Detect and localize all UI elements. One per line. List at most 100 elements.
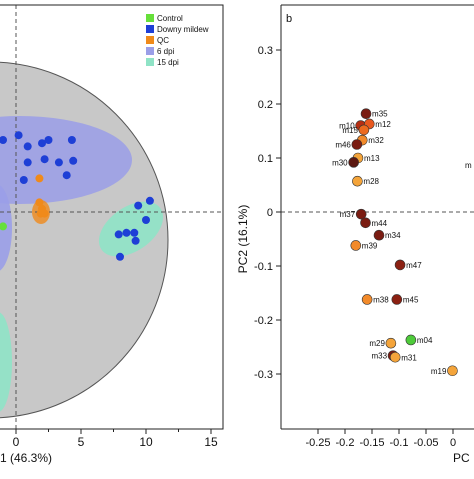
point-control bbox=[0, 222, 7, 231]
point-m39 bbox=[350, 240, 362, 251]
panel-a-plot-area bbox=[0, 5, 223, 429]
panel-b-y-tick-label: 0.2 bbox=[258, 99, 273, 111]
label-m45: m45 bbox=[403, 295, 419, 304]
point-m30 bbox=[348, 157, 359, 168]
label-m04: m04 bbox=[417, 336, 433, 345]
label-m38: m38 bbox=[373, 295, 389, 304]
panel-b-x-tick-label: 0 bbox=[450, 437, 456, 449]
point-downy-mildew bbox=[23, 142, 32, 151]
point-m15 bbox=[358, 124, 370, 136]
point-downy-mildew bbox=[0, 136, 7, 144]
point-m31 bbox=[389, 351, 401, 363]
point-downy-mildew bbox=[134, 201, 143, 210]
label-m13: m13 bbox=[364, 154, 380, 163]
point-qc bbox=[40, 209, 49, 218]
point-downy-mildew bbox=[130, 228, 139, 237]
point-downy-mildew bbox=[23, 158, 32, 167]
region-15-dpi-ellipse bbox=[98, 201, 164, 257]
label-m29: m29 bbox=[369, 339, 385, 348]
label-m10: m10 bbox=[339, 122, 355, 131]
legend-swatch-control bbox=[146, 14, 154, 22]
panel-b-x-axis: -0.25 -0.2 -0.15 -0.1 -0.05 0 bbox=[305, 429, 456, 449]
panel-b-partial-label: m bbox=[465, 161, 472, 170]
point-qc bbox=[35, 174, 44, 183]
point-downy-mildew bbox=[14, 131, 23, 140]
point-m38 bbox=[361, 294, 373, 305]
point-downy-mildew bbox=[142, 216, 150, 224]
point-m35 bbox=[360, 108, 372, 120]
legend-label-downy-mildew: Downy mildew bbox=[157, 25, 209, 34]
panel-a-x-tick-label: 10 bbox=[139, 435, 153, 449]
panel-a-legend: Control Downy mildew QC 6 dpi 15 dpi bbox=[140, 10, 218, 70]
label-m32: m32 bbox=[368, 136, 384, 145]
point-downy-mildew bbox=[131, 236, 140, 245]
panel-b-x-axis-label: PC bbox=[453, 451, 470, 465]
point-qc bbox=[35, 198, 44, 207]
panel-b-x-tick-label: -0.2 bbox=[336, 437, 355, 449]
panel-b-y-tick-label: 0.1 bbox=[258, 153, 273, 165]
point-downy-mildew bbox=[19, 176, 28, 184]
panel-b-y-tick-label: -0.2 bbox=[254, 315, 273, 327]
legend-swatch-15-dpi bbox=[146, 58, 154, 66]
panel-b-plot-area: m35 m10 m12 m15 m32 m46 m13 m30 m28 m37 m44 m34 m39 m… bbox=[281, 108, 474, 377]
label-m35: m35 bbox=[372, 110, 388, 119]
label-m15: m15 bbox=[342, 126, 358, 135]
label-m37: m37 bbox=[340, 210, 356, 219]
label-m33: m33 bbox=[371, 352, 387, 361]
label-m34: m34 bbox=[385, 231, 401, 240]
panel-a: 0 5 10 15 1 (46.3%) Control Downy mildew QC… bbox=[0, 4, 224, 465]
panel-b-y-tick-label: -0.1 bbox=[254, 261, 273, 273]
point-m29 bbox=[385, 337, 397, 349]
panel-a-frame bbox=[0, 4, 224, 430]
point-downy-mildew bbox=[44, 136, 53, 144]
label-m12: m12 bbox=[375, 120, 391, 129]
legend-label-6-dpi: 6 dpi bbox=[157, 47, 175, 56]
point-m34 bbox=[373, 229, 385, 241]
label-m39: m39 bbox=[362, 241, 378, 250]
panel-b-y-axis-label: PC2 (16.1%) bbox=[236, 205, 250, 274]
point-downy-mildew bbox=[38, 139, 46, 148]
panel-b: m35 m10 m12 m15 m32 m46 m13 m30 m28 m37 m44 m34 m39 m… bbox=[236, 4, 474, 465]
point-downy-mildew bbox=[54, 158, 63, 167]
region-6-dpi-ellipse bbox=[0, 116, 132, 204]
panel-b-y-tick-label: -0.3 bbox=[254, 369, 273, 381]
point-m44 bbox=[360, 217, 371, 229]
panel-b-y-axis: 0.3 0.2 0.1 0 -0.1 -0.2 -0.3 bbox=[254, 45, 281, 381]
legend-swatch-6-dpi bbox=[146, 47, 154, 55]
panel-b-y-tick-label: 0.3 bbox=[258, 45, 273, 57]
label-m44: m44 bbox=[372, 219, 388, 228]
label-m28: m28 bbox=[363, 177, 379, 186]
point-m46 bbox=[351, 139, 363, 150]
point-m28 bbox=[352, 175, 363, 187]
label-m30: m30 bbox=[332, 158, 348, 167]
legend-label-control: Control bbox=[157, 14, 183, 23]
panel-b-x-tick-label: -0.25 bbox=[305, 437, 330, 449]
legend-swatch-downy-mildew bbox=[146, 25, 154, 33]
label-m47: m47 bbox=[406, 261, 422, 270]
point-m19 bbox=[447, 365, 458, 377]
region-15-dpi-ellipse-lower bbox=[0, 312, 12, 412]
point-downy-mildew bbox=[114, 230, 123, 239]
panel-b-x-tick-label: -0.05 bbox=[413, 437, 438, 449]
point-downy-mildew bbox=[62, 171, 71, 180]
panel-b-points: m35 m10 m12 m15 m32 m46 m13 m30 m28 m37 m44 m34 m39 m… bbox=[332, 108, 458, 377]
point-downy-mildew bbox=[40, 155, 49, 164]
panel-b-x-tick-label: -0.1 bbox=[390, 437, 409, 449]
legend-swatch-qc bbox=[146, 36, 154, 44]
label-m31: m31 bbox=[401, 353, 417, 362]
panel-a-x-tick-label: 5 bbox=[78, 435, 85, 449]
label-m19: m19 bbox=[431, 367, 447, 376]
panel-a-regions bbox=[0, 61, 169, 419]
legend-label-15-dpi: 15 dpi bbox=[157, 58, 179, 67]
point-m04 bbox=[405, 334, 417, 346]
panel-b-label: b bbox=[286, 13, 292, 25]
point-downy-mildew bbox=[122, 228, 131, 237]
point-m45 bbox=[391, 294, 403, 305]
panel-a-x-tick-label: 0 bbox=[13, 435, 20, 449]
panel-a-x-axis-label: 1 (46.3%) bbox=[0, 451, 52, 465]
point-downy-mildew bbox=[116, 252, 124, 261]
point-downy-mildew bbox=[145, 196, 154, 205]
legend-label-qc: QC bbox=[157, 36, 169, 45]
